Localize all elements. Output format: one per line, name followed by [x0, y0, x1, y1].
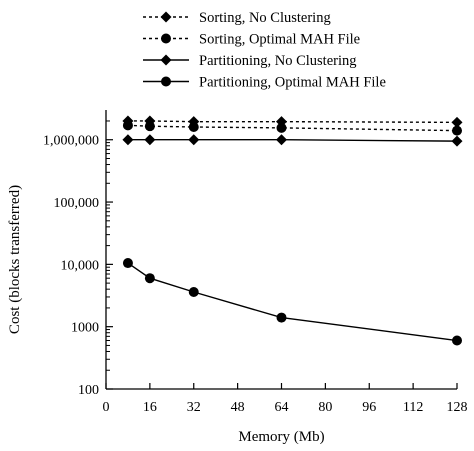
y-axis-label: Cost (blocks transferred): [7, 185, 23, 334]
legend-label: Sorting, No Clustering: [199, 10, 331, 26]
x-tick-label: 64: [275, 400, 289, 415]
data-point: [451, 116, 463, 128]
x-tick-label: 48: [231, 400, 245, 415]
series-2: [122, 120, 462, 136]
data-point: [451, 135, 463, 147]
x-tick-label: 0: [103, 400, 110, 415]
data-point: [144, 121, 155, 132]
x-tick-label: 32: [187, 400, 201, 415]
data-point: [452, 125, 462, 136]
x-axis-label: Memory (Mb): [238, 429, 324, 445]
x-tick-label: 16: [143, 400, 157, 415]
plot-area: [122, 115, 463, 346]
series-line: [127, 139, 458, 142]
data-point: [188, 287, 199, 298]
legend-marker: [160, 54, 172, 66]
legend-marker: [160, 11, 172, 23]
data-point: [276, 312, 287, 323]
data-point: [122, 134, 134, 146]
series-3: [122, 134, 463, 147]
legend-marker: [161, 33, 171, 44]
data-point: [276, 134, 287, 146]
y-tick-label: 10,000: [61, 258, 100, 273]
y-tick-label: 100,000: [54, 196, 100, 211]
data-point: [122, 120, 133, 131]
data-point: [188, 122, 199, 133]
legend-label: Partitioning, No Clustering: [199, 53, 356, 69]
legend-entry: Sorting, No Clustering: [143, 10, 331, 26]
y-tick-label: 100: [78, 383, 99, 398]
legend: Sorting, No Clustering Sorting, Optimal M…: [143, 10, 386, 91]
series-4: [122, 258, 462, 346]
data-point: [188, 134, 200, 146]
legend-label: Sorting, Optimal MAH File: [199, 32, 360, 48]
y-tick-label: 1,000,000: [43, 134, 99, 149]
x-tick-label: 128: [447, 400, 468, 415]
x-tick-label: 80: [318, 400, 332, 415]
axes: 0 16 32 48 64 80 96 112 128 100 1000 10,000 100,000 1…: [7, 110, 468, 445]
y-tick-label: 1000: [71, 321, 99, 336]
data-point: [144, 134, 156, 146]
x-tick-label: 96: [362, 400, 376, 415]
series-line: [127, 124, 458, 132]
legend-entry: Partitioning, No Clustering: [143, 53, 356, 69]
legend-entry: Sorting, Optimal MAH File: [143, 32, 360, 48]
x-tick-label: 112: [403, 400, 423, 415]
series-line: [127, 262, 458, 342]
data-point: [276, 122, 287, 133]
legend-label: Partitioning, Optimal MAH File: [199, 75, 386, 91]
data-point: [144, 273, 155, 284]
data-point: [452, 335, 462, 346]
legend-marker: [161, 76, 171, 87]
legend-entry: Partitioning, Optimal MAH File: [143, 75, 386, 91]
data-point: [122, 258, 133, 269]
series-line: [127, 120, 458, 124]
series-1: [122, 115, 463, 128]
